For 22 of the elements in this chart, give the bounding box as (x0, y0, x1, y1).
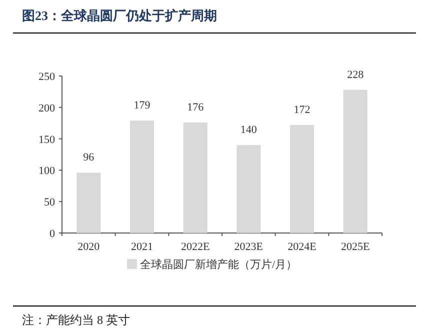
data-label: 179 (134, 100, 151, 112)
x-tick-label: 2025E (340, 241, 370, 253)
data-label: 228 (347, 68, 364, 81)
y-tick-label: 50 (44, 196, 56, 209)
y-tick-label: 200 (38, 102, 56, 114)
x-tick-label: 2024E (288, 241, 317, 253)
data-label: 172 (294, 104, 310, 116)
x-tick-label: 2022E (180, 241, 210, 253)
y-tick-label: 250 (38, 71, 56, 83)
y-tick-label: 0 (50, 228, 56, 240)
x-tick-label: 2023E (234, 241, 264, 253)
y-tick-label: 100 (38, 165, 56, 178)
x-tick-label: 2021 (131, 241, 153, 253)
title: 图23：全球晶圆厂仍处于扩产周期 (22, 8, 217, 23)
data-label: 96 (83, 152, 95, 164)
x-tick-label: 2020 (78, 241, 100, 253)
y-tick-label: 150 (38, 134, 56, 146)
data-label: 140 (240, 124, 258, 136)
data-label: 176 (187, 101, 204, 114)
annotation: 注：产能约当 8 英寸 (22, 313, 130, 327)
plot: 0 50 100 150 200 250 2020 2021 2022E 2023E 2024E 2025E 96 179 176 140 172 228 (38, 68, 382, 253)
legend: 全球晶圆厂新增产能（万片/月） (127, 259, 298, 271)
